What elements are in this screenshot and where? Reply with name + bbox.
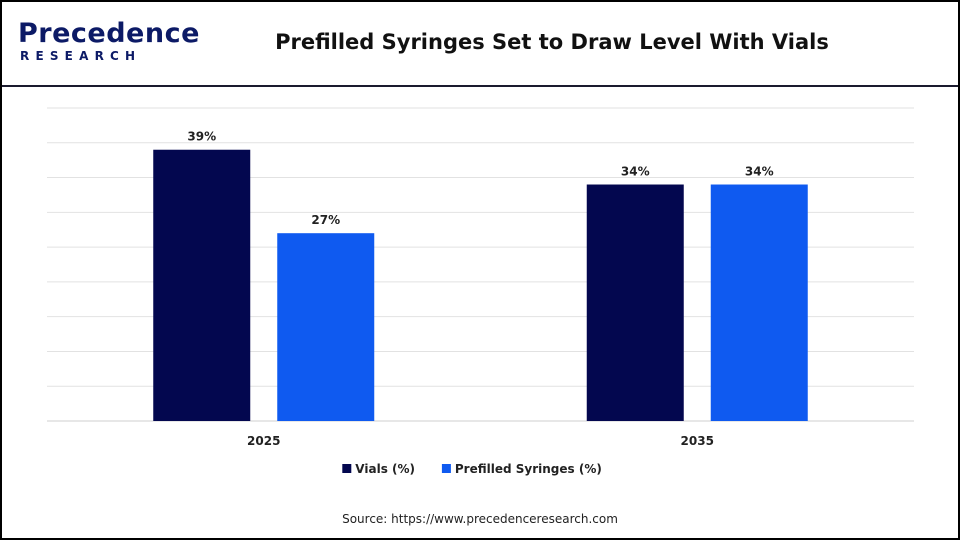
- data-label: 34%: [745, 165, 774, 179]
- bar-vials-2025: [153, 149, 251, 421]
- chart-title: Prefilled Syringes Set to Draw Level Wit…: [275, 30, 829, 54]
- logo-main-text: Precedence: [18, 18, 200, 49]
- bar-prefilled-syringes-2025: [277, 233, 375, 421]
- data-label: 34%: [621, 165, 650, 179]
- source-note: Source: https://www.precedenceresearch.c…: [342, 512, 618, 526]
- legend-label: Vials (%): [355, 462, 415, 476]
- bar-vials-2035: [586, 184, 684, 421]
- data-label: 27%: [311, 213, 340, 227]
- logo-sub-text: RESEARCH: [20, 49, 142, 63]
- x-tick-label: 2035: [681, 434, 714, 448]
- legend-swatch: [342, 464, 352, 473]
- header: Precedence RESEARCH Prefilled Syringes S…: [2, 2, 958, 87]
- brand-logo: Precedence RESEARCH: [16, 18, 199, 68]
- legend-label: Prefilled Syringes (%): [455, 462, 602, 476]
- bar-prefilled-syringes-2035: [710, 184, 808, 421]
- data-label: 39%: [187, 130, 216, 144]
- x-tick-label: 2025: [247, 434, 280, 448]
- legend-swatch: [441, 464, 451, 473]
